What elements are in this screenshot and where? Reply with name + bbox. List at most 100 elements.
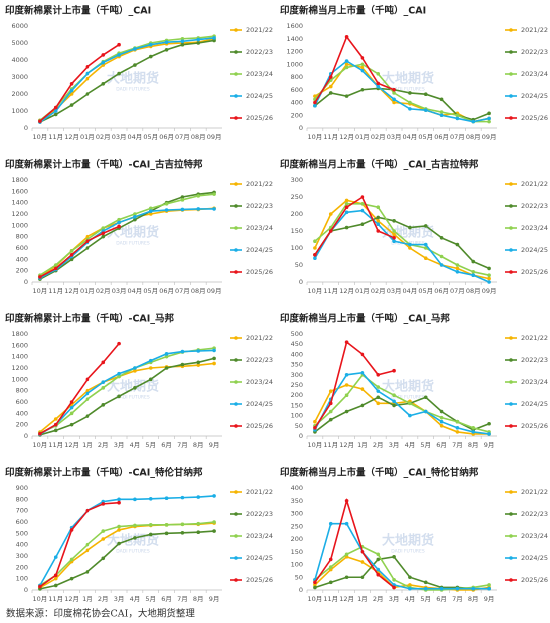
x-tick-label: 02月 <box>371 133 386 141</box>
data-point <box>148 42 153 47</box>
x-tick-label: 3月 <box>389 441 400 449</box>
y-tick-label: 400 <box>16 409 28 417</box>
y-tick-label: 800 <box>16 495 28 503</box>
y-tick-label: 4000 <box>11 56 28 64</box>
legend-marker <box>234 182 238 186</box>
x-tick-label: 12月 <box>64 287 79 295</box>
x-tick-label: 09月 <box>482 287 497 295</box>
x-tick-label: 10月 <box>33 441 48 449</box>
x-tick-label: 1月 <box>82 595 93 603</box>
data-point <box>408 91 412 95</box>
legend-marker <box>234 28 238 32</box>
data-point <box>53 422 58 427</box>
data-point <box>148 206 153 211</box>
legend-marker <box>234 578 238 582</box>
data-point <box>133 366 137 370</box>
data-point <box>117 42 121 47</box>
data-point <box>69 557 74 562</box>
data-point <box>471 273 476 278</box>
data-point <box>344 62 349 67</box>
x-tick-label: 3月 <box>114 595 125 603</box>
data-point <box>196 363 201 367</box>
data-point <box>212 361 216 366</box>
data-point <box>133 215 137 219</box>
data-point <box>360 549 365 554</box>
series-line <box>39 521 215 587</box>
series-line <box>39 501 120 588</box>
data-point <box>392 403 396 408</box>
x-tick-label: 2月 <box>373 595 384 603</box>
data-point <box>313 585 317 590</box>
data-point <box>53 105 58 110</box>
data-point <box>423 586 428 591</box>
data-point <box>69 253 74 257</box>
data-point <box>376 84 381 89</box>
legend-marker <box>509 534 513 538</box>
data-point <box>487 432 491 436</box>
data-point <box>423 108 428 112</box>
y-tick-label: 5000 <box>11 39 28 47</box>
data-point <box>69 405 74 410</box>
y-tick-label: 1200 <box>286 48 303 56</box>
data-point <box>101 226 106 230</box>
data-point <box>313 103 317 108</box>
legend-marker <box>509 336 513 340</box>
data-point <box>313 246 317 250</box>
data-point <box>101 380 106 384</box>
chart-title: 印度新棉累计上市量（千吨）-CAI_马邦 <box>5 313 175 325</box>
data-point <box>164 354 169 359</box>
data-point <box>313 580 317 585</box>
data-point <box>423 224 428 228</box>
y-tick-label: 350 <box>291 497 303 505</box>
x-tick-label: 02月 <box>96 287 111 295</box>
legend-label: 2024/25 <box>246 92 273 100</box>
data-point <box>423 92 428 97</box>
y-tick-label: 400 <box>16 541 28 549</box>
data-point <box>133 536 137 540</box>
data-point <box>344 498 349 503</box>
legend-marker <box>509 402 513 406</box>
data-point <box>117 541 121 546</box>
y-tick-label: 400 <box>291 350 303 358</box>
legend-marker <box>234 116 238 120</box>
legend-marker <box>234 270 238 274</box>
data-point <box>85 570 90 574</box>
y-tick-label: 600 <box>291 86 303 94</box>
data-point <box>101 556 106 561</box>
y-tick-label: 1800 <box>11 330 28 338</box>
data-point <box>328 91 333 95</box>
data-point <box>439 424 444 428</box>
legend-marker <box>234 204 238 208</box>
x-tick-label: 8月 <box>193 595 204 603</box>
data-point <box>439 409 444 414</box>
data-point <box>117 217 121 222</box>
data-point <box>180 362 185 367</box>
x-tick-label: 05月 <box>418 287 433 295</box>
data-point <box>423 246 428 250</box>
x-tick-label: 07月 <box>175 287 190 295</box>
series-line <box>39 193 215 276</box>
x-tick-label: 12月 <box>64 595 79 603</box>
data-point <box>423 409 428 414</box>
x-tick-label: 3月 <box>389 595 400 603</box>
data-point <box>133 497 137 502</box>
data-point <box>487 116 491 121</box>
data-point <box>328 212 333 216</box>
data-point <box>487 119 491 124</box>
watermark-sub: DADI FUTURES <box>391 549 425 555</box>
legend-marker <box>234 358 238 362</box>
data-point <box>69 257 74 262</box>
legend-label: 2021/22 <box>521 488 548 496</box>
data-point <box>344 383 349 387</box>
legend-marker <box>234 424 238 428</box>
data-point <box>376 395 381 400</box>
data-point <box>392 555 396 559</box>
data-point <box>471 259 476 264</box>
data-point <box>196 360 201 365</box>
data-point <box>360 560 365 564</box>
x-tick-label: 11月 <box>48 133 63 141</box>
legend-marker <box>234 94 238 98</box>
data-point <box>376 222 381 226</box>
data-point <box>376 385 381 389</box>
